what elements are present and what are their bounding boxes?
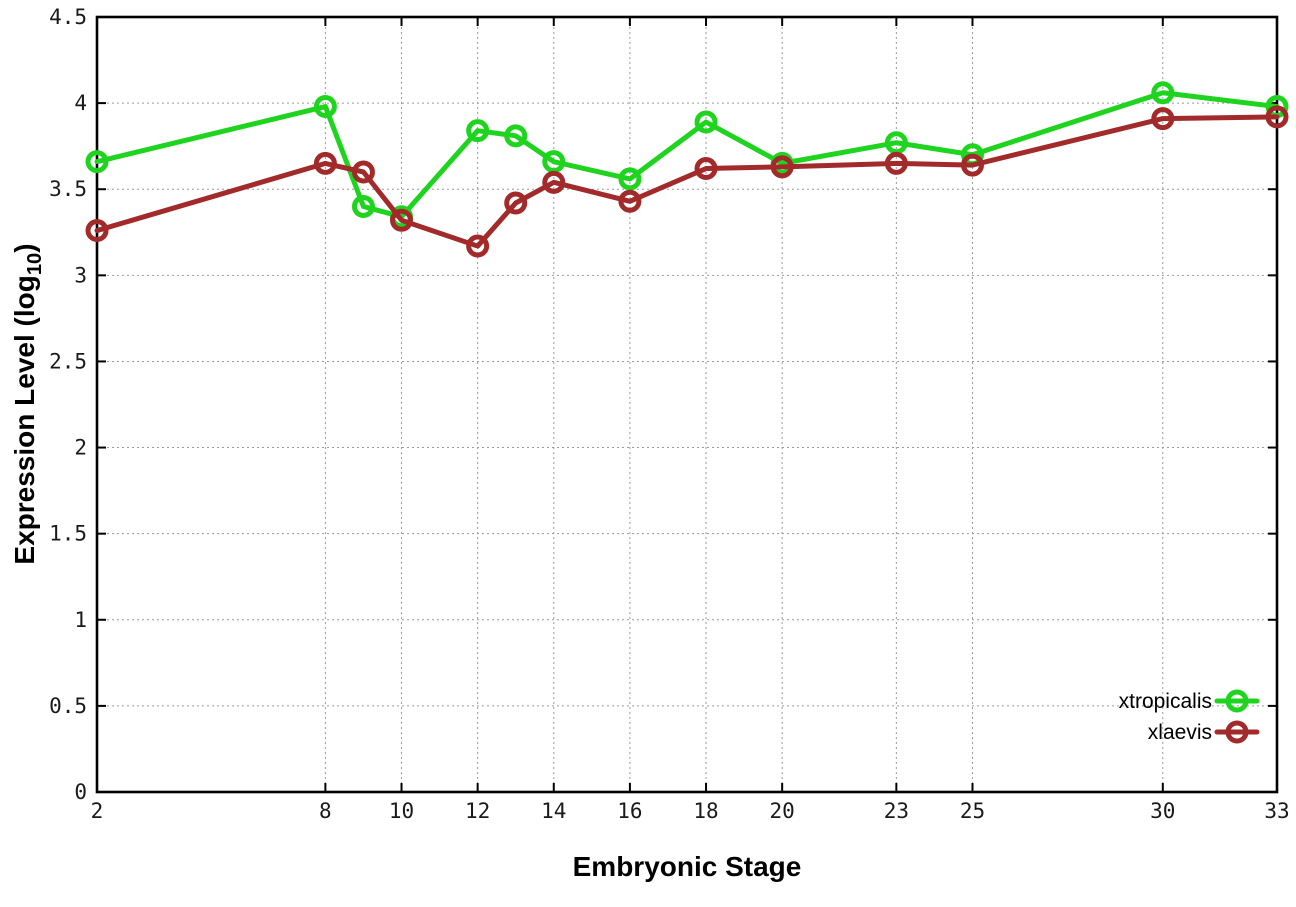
xtropicalis-marker: [504, 124, 528, 148]
xlaevis-marker: [542, 170, 566, 194]
legend-marker-xlaevis: [1225, 720, 1249, 744]
y-tick-label: 1: [74, 608, 87, 632]
y-tick-label: 3.5: [49, 177, 87, 201]
xlaevis-marker: [884, 151, 908, 175]
xlaevis-marker: [1151, 107, 1175, 131]
xlaevis-marker: [504, 191, 528, 215]
x-tick-label: 30: [1150, 799, 1175, 823]
xtropicalis-marker: [694, 110, 718, 134]
y-tick-label: 1.5: [49, 522, 87, 546]
x-axis-title: Embryonic Stage: [572, 851, 802, 882]
x-tick-label: 8: [319, 799, 332, 823]
x-tick-label: 12: [465, 799, 490, 823]
xlaevis-marker: [85, 219, 109, 243]
y-axis-title-suffix: ): [9, 243, 41, 253]
xlaevis-marker: [466, 234, 490, 258]
y-axis-title-text: Expression Level (log: [9, 275, 41, 565]
legend-label-xtropicalis: xtropicalis: [1119, 690, 1212, 713]
y-tick-label: 2: [74, 436, 87, 460]
gridlines: [97, 17, 1277, 792]
xtropicalis-marker: [313, 95, 337, 119]
xlaevis-marker: [694, 157, 718, 181]
y-tick-label: 4: [74, 91, 87, 115]
xtropicalis-marker: [466, 119, 490, 143]
series-xtropicalis: [85, 81, 1289, 229]
x-tick-label: 33: [1264, 799, 1289, 823]
xlaevis-marker: [770, 155, 794, 179]
x-tick-label: 14: [541, 799, 566, 823]
legend-marker-xtropicalis: [1225, 689, 1249, 713]
xtropicalis-marker: [85, 150, 109, 174]
xlaevis-marker: [960, 153, 984, 177]
y-axis-title-subscript: 10: [23, 252, 46, 276]
xlaevis-marker: [1265, 105, 1289, 129]
x-tick-label: 2: [91, 799, 104, 823]
xlaevis-marker: [351, 160, 375, 184]
x-tick-label: 10: [389, 799, 414, 823]
xlaevis-marker: [390, 208, 414, 232]
y-tick-label: 3: [74, 263, 87, 287]
xlaevis-marker: [618, 189, 642, 213]
legend-label-xlaevis: xlaevis: [1148, 721, 1212, 744]
x-tick-label: 16: [617, 799, 642, 823]
y-tick-label: 4.5: [49, 5, 87, 29]
xlaevis-marker: [313, 151, 337, 175]
x-tick-label: 18: [693, 799, 718, 823]
y-tick-label: 0.5: [49, 694, 87, 718]
xtropicalis-marker: [884, 131, 908, 155]
xtropicalis-marker: [351, 194, 375, 218]
legend: xtropicalis xlaevis: [1119, 689, 1260, 744]
xtropicalis-marker: [618, 167, 642, 191]
plot-border: [95, 15, 1279, 794]
series-xlaevis: [85, 105, 1289, 258]
xtropicalis-marker: [1151, 81, 1175, 105]
xtropicalis-marker: [542, 150, 566, 174]
x-tick-label: 25: [960, 799, 985, 823]
y-tick-label: 0: [74, 780, 87, 804]
x-tick-label: 23: [884, 799, 909, 823]
x-tick-label: 20: [770, 799, 795, 823]
tick-labels: 2 8 10 12 14 16 18 20 23 25 30 33 0 0.5 1 1.5 2 2.5 3 3.5 4 4…: [49, 5, 1290, 823]
y-axis-title: Expression Level (log10): [9, 243, 47, 564]
xtropicalis-line: [94, 90, 1280, 220]
y-tick-label: 2.5: [49, 349, 87, 373]
